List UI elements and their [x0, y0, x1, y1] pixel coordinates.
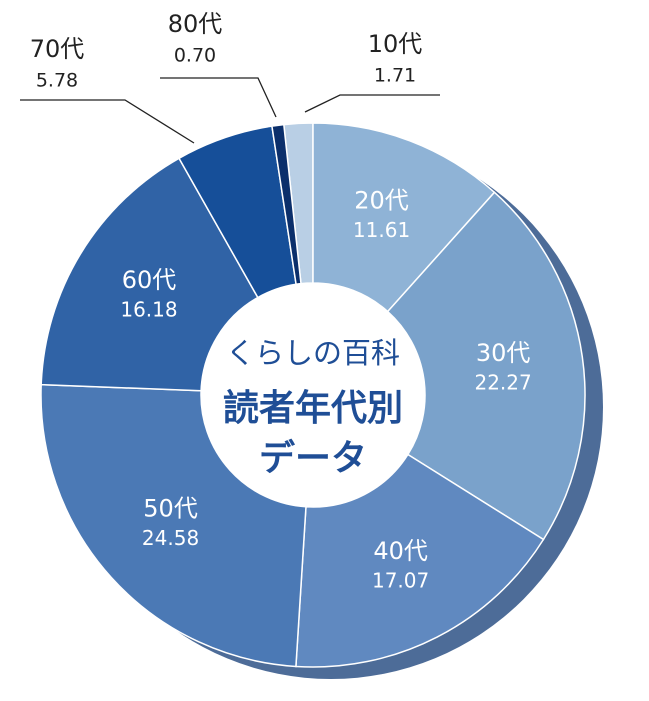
donut-slice — [295, 453, 545, 668]
center-text: 読者年代別 — [223, 388, 403, 429]
value-label: 5.78 — [36, 70, 78, 92]
category-label: 10代 — [368, 30, 423, 58]
category-label: 50代 — [143, 495, 198, 523]
value-label: 0.70 — [174, 45, 216, 67]
value-label: 22.27 — [474, 371, 531, 395]
category-label: 40代 — [373, 537, 428, 565]
category-label: 80代 — [168, 10, 223, 38]
category-label: 60代 — [122, 266, 177, 294]
center-text: くらしの百科 — [226, 336, 400, 370]
leader-line — [304, 94, 440, 113]
center-hole — [201, 283, 425, 507]
wedges — [40, 122, 586, 668]
value-label: 24.58 — [142, 526, 199, 550]
category-label: 20代 — [354, 187, 409, 215]
value-label: 1.71 — [374, 65, 416, 87]
category-label: 30代 — [476, 339, 531, 367]
leader-line — [20, 99, 195, 144]
leader-line — [160, 77, 277, 118]
value-label: 11.61 — [353, 218, 410, 242]
center-text: データ — [259, 437, 367, 479]
category-label: 70代 — [30, 35, 85, 63]
value-label: 16.18 — [120, 298, 177, 322]
value-label: 17.07 — [372, 568, 429, 592]
